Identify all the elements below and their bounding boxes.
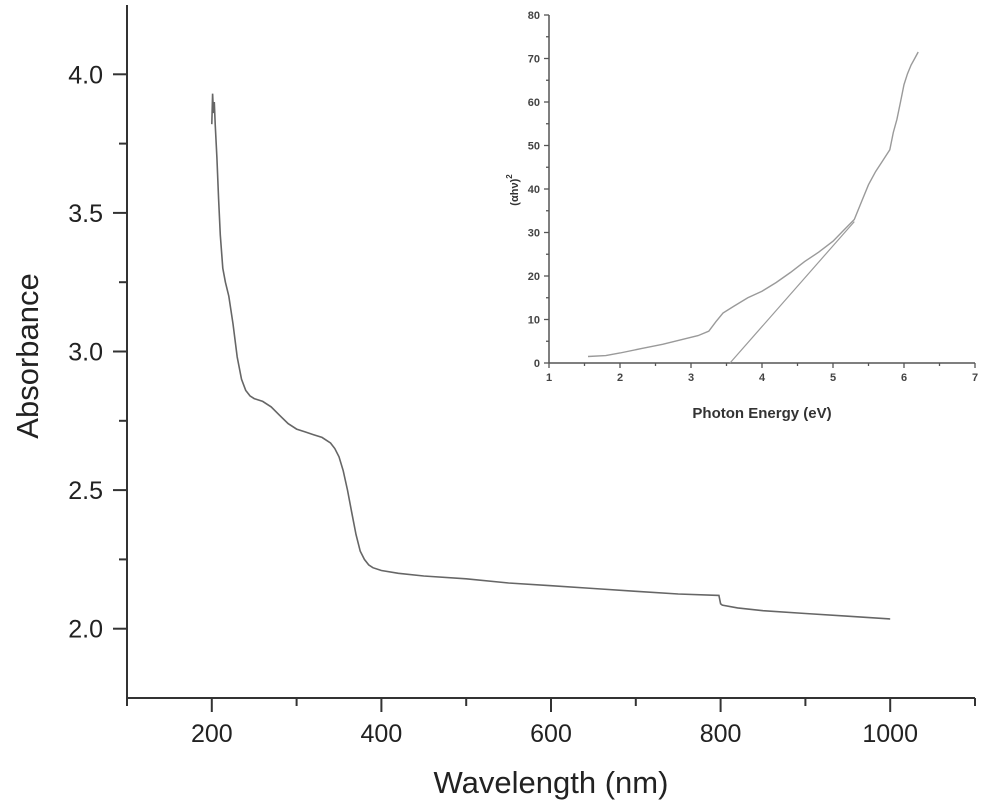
- x-tick-label: 6: [901, 372, 907, 384]
- main-y-axis: 2.0 2.5 3.0 3.5 4.0: [68, 5, 128, 698]
- x-tick-label: 1: [546, 372, 552, 384]
- inset-y-label-superscript: 2: [505, 174, 514, 179]
- y-tick-label: 4.0: [68, 61, 103, 89]
- x-tick-label: 2: [617, 372, 623, 384]
- y-tick-label: 3.5: [68, 200, 103, 228]
- main-y-axis-label: Absorbance: [10, 273, 45, 438]
- y-tick-label: 30: [528, 228, 540, 240]
- x-tick-label: 200: [191, 720, 233, 748]
- y-tick-label: 0: [534, 358, 540, 370]
- inset-x-axis-label: Photon Energy (eV): [692, 405, 831, 422]
- main-x-axis: 200 400 600 800 1000: [126, 697, 976, 748]
- inset-y-axis-label: (αhν)2: [505, 174, 521, 206]
- inset-x-axis: 1 2 3 4 5 6 7: [546, 362, 978, 384]
- inset-y-axis: 0 10 20 30 40 50 60 70 80: [528, 10, 550, 370]
- y-tick-label: 40: [528, 184, 540, 196]
- x-tick-label: 400: [361, 720, 403, 748]
- y-tick-label: 2.5: [68, 477, 103, 505]
- x-tick-label: 1000: [862, 720, 918, 748]
- main-chart: 2.02.53.03.54.0 200 400 600 800 1000 Wavelen…: [10, 5, 976, 800]
- x-tick-label: 800: [700, 720, 742, 748]
- y-tick-label: 70: [528, 54, 540, 66]
- y-tick-label: 60: [528, 97, 540, 109]
- x-tick-label: 3: [688, 372, 694, 384]
- main-x-axis-label: Wavelength (nm): [434, 765, 669, 800]
- y-tick-label: 2.0: [68, 616, 103, 644]
- x-tick-label: 4: [759, 372, 766, 384]
- y-tick-label: 20: [528, 271, 540, 283]
- y-tick-label: 3.0: [68, 339, 103, 367]
- y-tick-label: 80: [528, 10, 540, 22]
- y-tick-label: 10: [528, 315, 540, 327]
- inset-y-label-base: (αhν): [509, 178, 521, 205]
- inset-tauc-curve: [587, 51, 919, 358]
- x-tick-label: 5: [830, 372, 836, 384]
- inset-extrapolation-line: [729, 221, 855, 364]
- x-tick-label: 600: [530, 720, 572, 748]
- main-absorbance-curve: [211, 93, 891, 620]
- y-tick-label: 50: [528, 141, 540, 153]
- x-tick-label: 7: [972, 372, 978, 384]
- inset-chart: 0 10 20 30 40 50 60 70 80 1 2 3 4 5 6 7 Photon Energy …: [505, 10, 978, 422]
